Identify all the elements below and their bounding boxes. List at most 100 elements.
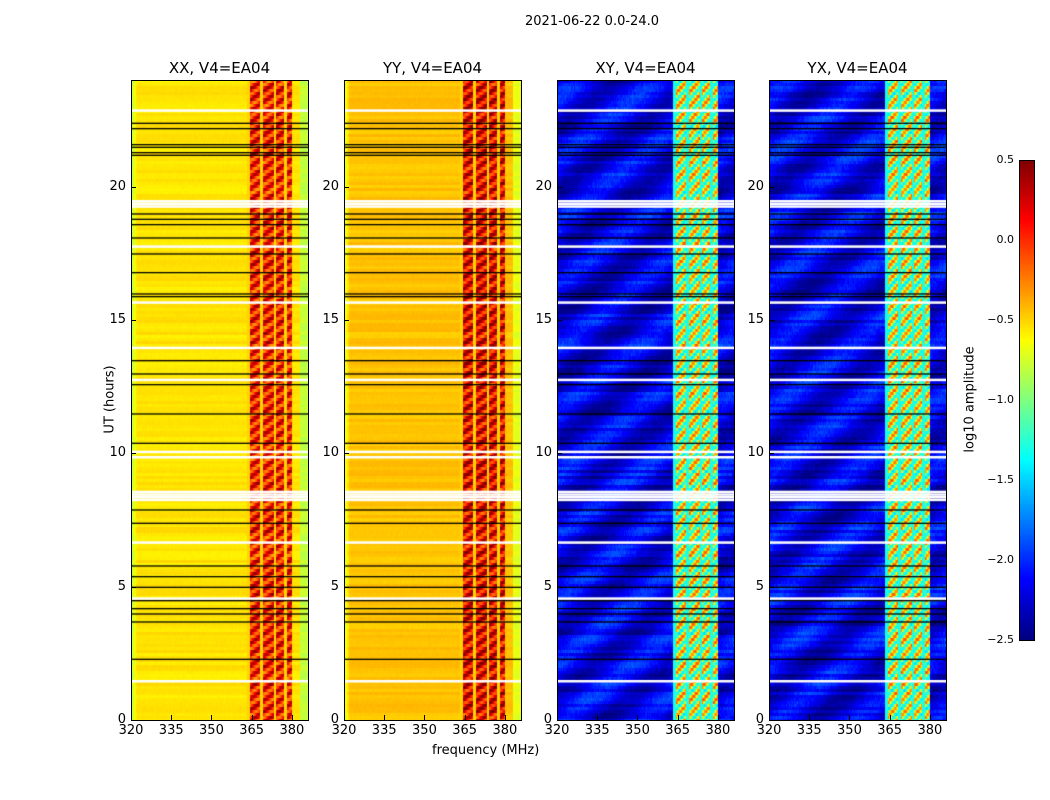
colorbar-tick-label: 0.5 bbox=[996, 153, 1015, 166]
x-tick-label: 350 bbox=[837, 723, 862, 738]
panel-frame bbox=[557, 80, 735, 721]
panel-frame bbox=[769, 80, 947, 721]
x-tick bbox=[557, 715, 558, 720]
x-tick-label: 335 bbox=[158, 723, 184, 738]
colorbar-frame bbox=[1019, 160, 1035, 641]
x-tick bbox=[637, 715, 639, 720]
x-tick-label: 380 bbox=[917, 723, 943, 738]
x-tick-label: 350 bbox=[199, 723, 224, 738]
x-tick-label: 320 bbox=[544, 723, 570, 738]
y-tick-label: 5 bbox=[117, 578, 126, 594]
x-tick-label: 320 bbox=[331, 723, 357, 738]
x-tick bbox=[464, 715, 466, 720]
y-tick bbox=[131, 586, 136, 588]
y-tick-label: 15 bbox=[109, 312, 126, 327]
x-tick-label: 335 bbox=[796, 723, 822, 738]
y-tick-label: 15 bbox=[535, 312, 552, 327]
y-tick bbox=[344, 720, 349, 721]
panel-title: XY, V4=EA04 bbox=[595, 59, 696, 77]
panel-frame bbox=[131, 80, 309, 721]
y-tick bbox=[557, 320, 562, 321]
y-tick bbox=[557, 453, 562, 455]
y-tick-label: 20 bbox=[109, 178, 126, 194]
y-tick bbox=[557, 186, 562, 188]
colorbar bbox=[1019, 160, 1034, 640]
x-tick-label: 320 bbox=[118, 723, 144, 738]
heatmap-yx bbox=[769, 80, 946, 720]
y-tick-label: 0 bbox=[117, 712, 126, 727]
y-tick bbox=[131, 720, 136, 721]
y-tick-label: 20 bbox=[322, 178, 339, 194]
y-tick bbox=[769, 720, 774, 721]
x-tick-label: 350 bbox=[412, 723, 437, 738]
colorbar-tick-label: −2.0 bbox=[987, 553, 1014, 566]
panel-title: XX, V4=EA04 bbox=[168, 59, 271, 77]
y-tick-label: 20 bbox=[535, 178, 552, 194]
x-tick bbox=[344, 715, 345, 720]
colorbar-label: log10 amplitude bbox=[962, 346, 978, 453]
x-tick-label: 380 bbox=[705, 723, 731, 738]
y-tick-label: 10 bbox=[535, 445, 552, 461]
y-tick-label: 10 bbox=[747, 445, 764, 461]
y-tick-label: 5 bbox=[330, 578, 339, 594]
x-tick bbox=[131, 715, 132, 720]
heatmap-xx bbox=[131, 80, 308, 720]
x-tick-label: 365 bbox=[452, 723, 478, 738]
y-tick-label: 0 bbox=[543, 712, 552, 727]
y-tick bbox=[557, 586, 562, 588]
figure-suptitle: 2021-06-22 0.0-24.0 bbox=[525, 14, 659, 29]
x-tick-label: 365 bbox=[239, 723, 265, 738]
x-tick bbox=[171, 715, 173, 720]
y-tick-label: 5 bbox=[755, 578, 764, 594]
x-tick bbox=[849, 715, 851, 720]
x-tick-label: 320 bbox=[756, 723, 782, 738]
y-tick bbox=[131, 453, 136, 455]
y-tick bbox=[769, 453, 774, 455]
y-tick bbox=[557, 720, 562, 721]
x-tick bbox=[809, 715, 811, 720]
y-tick bbox=[344, 320, 349, 321]
x-tick bbox=[597, 715, 599, 720]
y-tick-label: 0 bbox=[330, 712, 339, 727]
colorbar-tick-label: 0.0 bbox=[996, 233, 1015, 246]
x-tick-label: 380 bbox=[279, 723, 305, 738]
x-tick bbox=[769, 715, 770, 720]
y-tick bbox=[769, 186, 774, 188]
panel-frame bbox=[344, 80, 522, 721]
x-tick-label: 335 bbox=[584, 723, 610, 738]
x-axis-label: frequency (MHz) bbox=[432, 743, 540, 758]
y-tick bbox=[344, 453, 349, 455]
heatmap-yy bbox=[344, 80, 521, 720]
x-tick-label: 365 bbox=[665, 723, 691, 738]
x-tick bbox=[717, 715, 719, 720]
y-tick-label: 15 bbox=[747, 312, 764, 327]
colorbar-tick-label: −2.5 bbox=[987, 633, 1014, 646]
y-tick-label: 10 bbox=[109, 445, 126, 461]
y-tick bbox=[344, 186, 349, 188]
x-tick bbox=[889, 715, 891, 720]
y-tick bbox=[769, 586, 774, 588]
y-tick-label: 20 bbox=[747, 178, 764, 194]
y-tick bbox=[131, 186, 136, 188]
x-tick bbox=[504, 715, 506, 720]
x-tick-label: 365 bbox=[877, 723, 903, 738]
colorbar-tick-label: −1.0 bbox=[987, 393, 1014, 406]
colorbar-tick-label: −1.5 bbox=[987, 473, 1014, 486]
y-tick bbox=[344, 586, 349, 588]
y-tick bbox=[131, 320, 136, 321]
panel-title: YX, V4=EA04 bbox=[807, 59, 908, 77]
y-tick-label: 5 bbox=[543, 578, 552, 594]
x-tick-label: 380 bbox=[492, 723, 518, 738]
x-tick bbox=[384, 715, 386, 720]
heatmap-xy bbox=[557, 80, 734, 720]
x-tick bbox=[929, 715, 931, 720]
panel-title: YY, V4=EA04 bbox=[382, 59, 483, 77]
x-tick-label: 335 bbox=[371, 723, 397, 738]
x-tick bbox=[211, 715, 213, 720]
x-tick-label: 350 bbox=[625, 723, 650, 738]
x-tick bbox=[291, 715, 293, 720]
y-tick-label: 0 bbox=[755, 712, 764, 727]
y-axis-label: UT (hours) bbox=[102, 365, 118, 434]
x-tick bbox=[251, 715, 253, 720]
